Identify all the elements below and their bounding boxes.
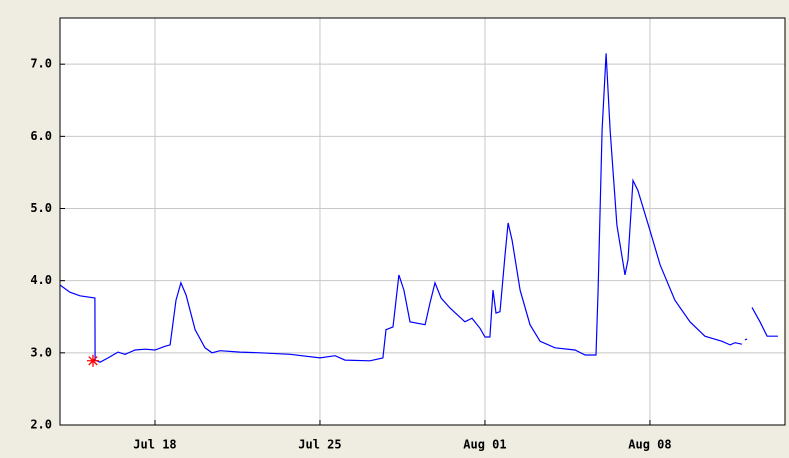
y-tick-label: 7.0	[30, 57, 52, 71]
x-tick-label: Jul 18	[133, 438, 176, 452]
grid	[60, 18, 785, 426]
series-line	[59, 53, 778, 363]
lines	[59, 53, 778, 363]
x-tick-label: Aug 08	[628, 438, 671, 452]
y-tick-label: 5.0	[30, 201, 52, 215]
y-tick-label: 6.0	[30, 129, 52, 143]
marker	[86, 354, 99, 367]
y-tick-label: 2.0	[30, 418, 52, 432]
y-tick-label: 4.0	[30, 273, 52, 287]
plot-border	[59, 17, 786, 426]
x-tick-label: Aug 01	[463, 438, 506, 452]
y-tick-label: 3.0	[30, 345, 52, 359]
plot-area	[60, 18, 785, 425]
x-tick-label: Jul 25	[298, 438, 341, 452]
